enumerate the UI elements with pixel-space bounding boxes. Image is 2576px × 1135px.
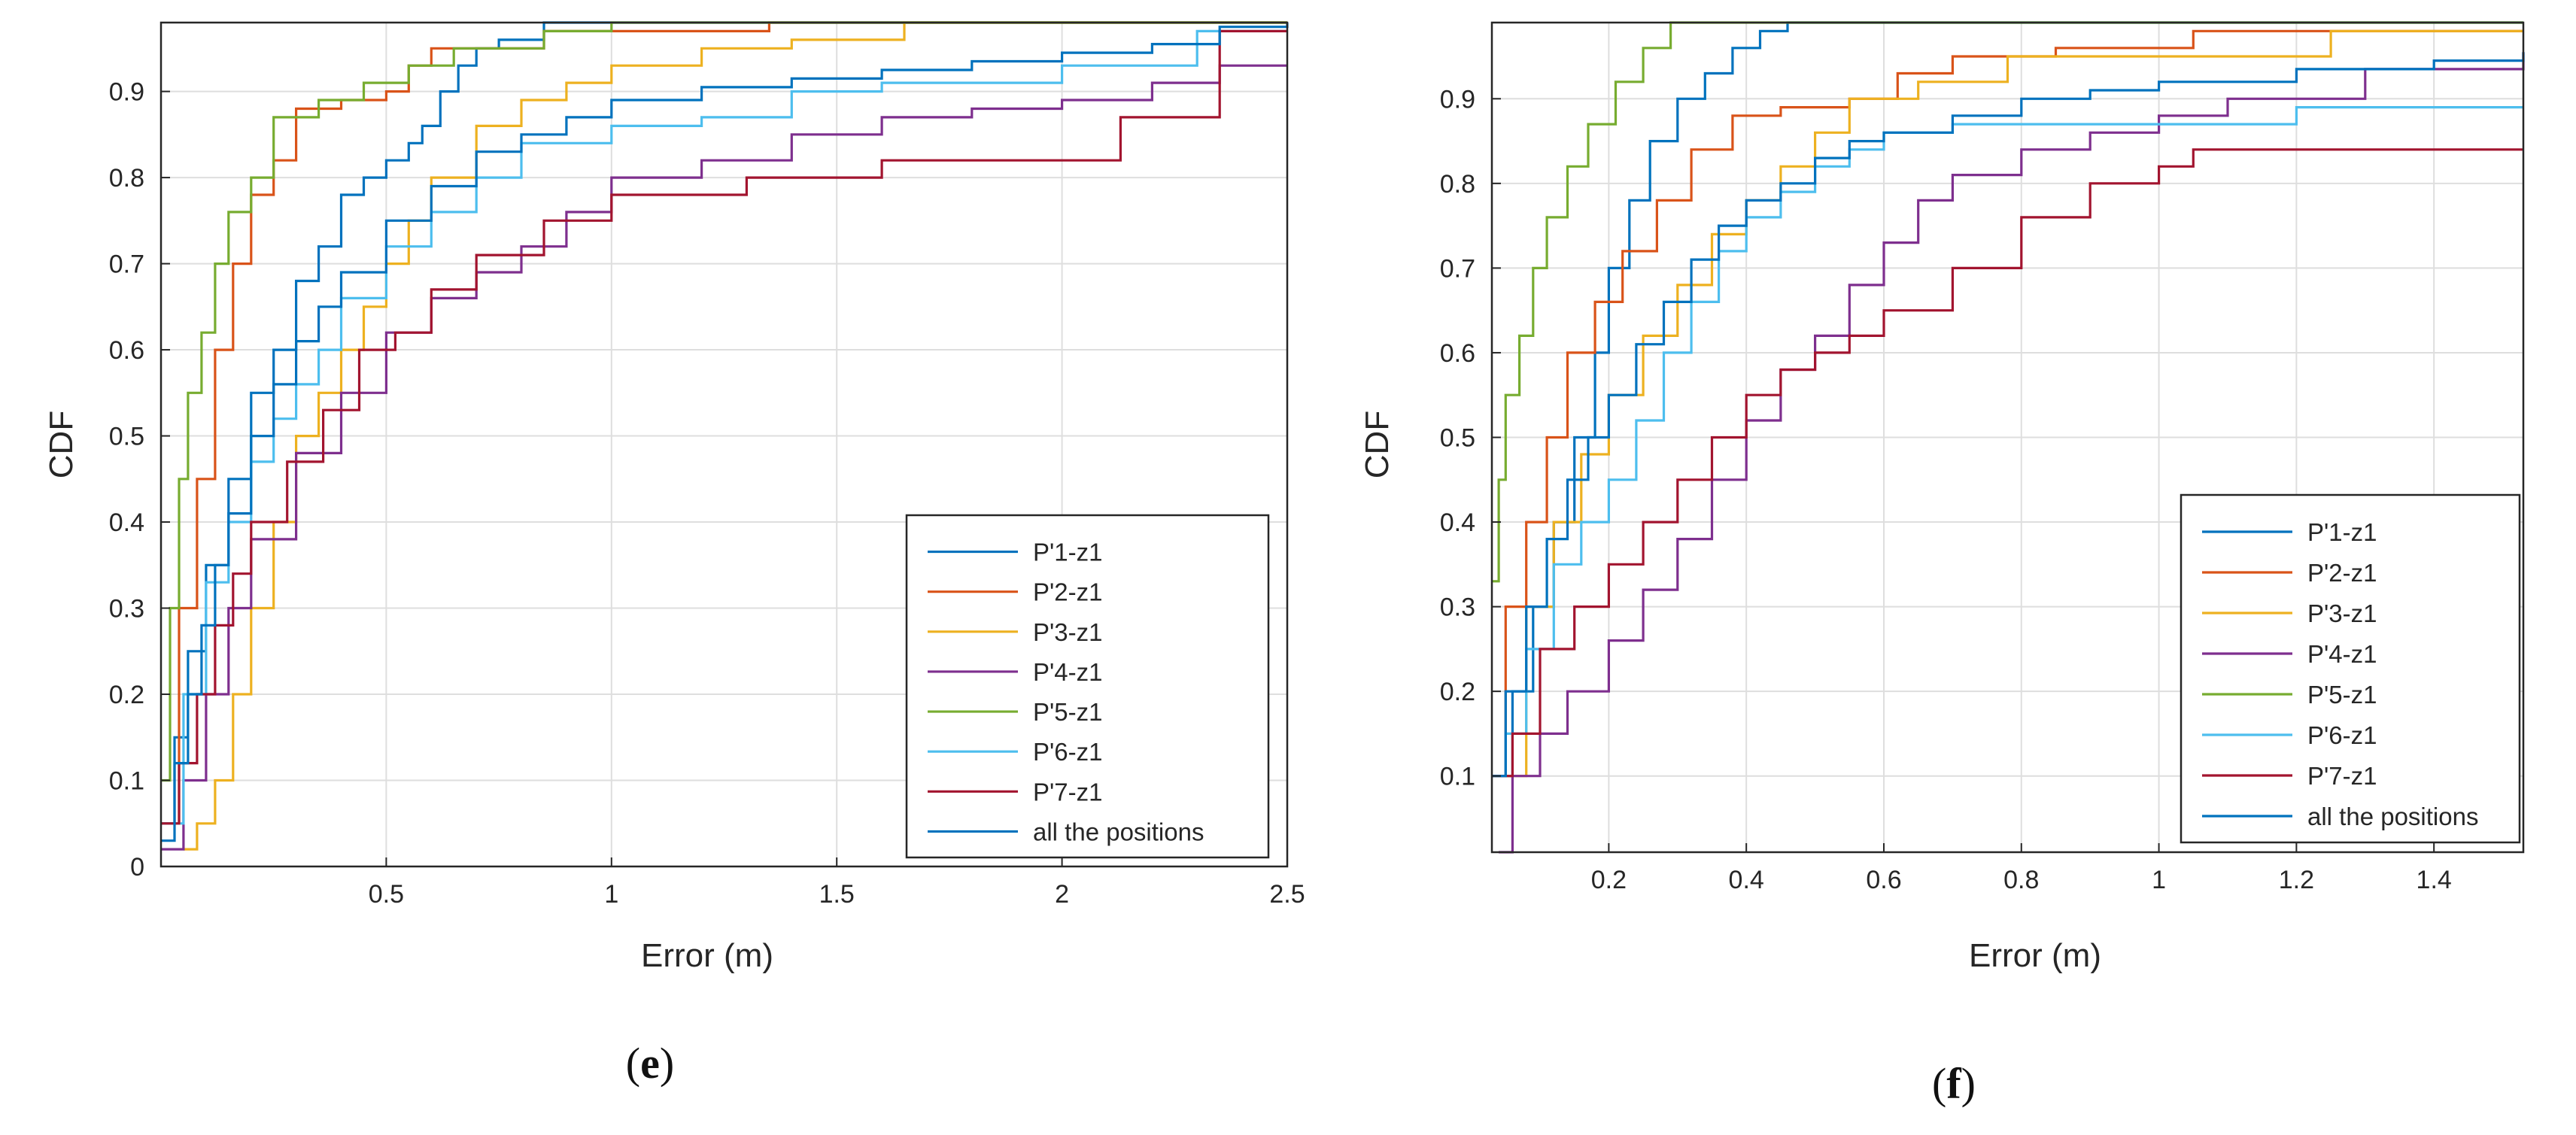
x-tick-label: 1 [2152, 866, 2166, 894]
x-tick-label: 0.8 [2003, 866, 2039, 894]
legend-label-8: all the positions [1033, 818, 1204, 845]
x-tick-label: 1.2 [2279, 866, 2314, 894]
panel-e-caption-letter: e [640, 1039, 660, 1088]
series-line-4 [1499, 52, 2525, 854]
legend-label-5: P'5-z1 [2307, 681, 2377, 709]
y-tick-label: 0.2 [1440, 678, 1475, 706]
legend: P'1-z1 P'2-z1 P'3-z1 P'4-z1 P'5-z1 P'6-z1 P'7-… [905, 514, 1270, 859]
panel-e-caption-close: ) [660, 1039, 674, 1088]
y-tick-label: 0.2 [109, 681, 144, 709]
y-tick-label: 0.4 [109, 508, 144, 537]
legend-label-7: P'7-z1 [2307, 762, 2377, 790]
x-axis-label: Error (m) [641, 937, 773, 974]
legend-label-5: P'5-z1 [1033, 698, 1103, 726]
series-line-7 [1492, 148, 2523, 778]
y-tick-label: 0.5 [109, 423, 144, 451]
y-tick-label: 0.3 [1440, 593, 1475, 622]
series-line-8 [1492, 52, 2525, 778]
panel-e-caption: (e) [626, 1039, 674, 1088]
legend-label-1: P'1-z1 [2307, 518, 2377, 546]
y-tick-label: 0.5 [1440, 424, 1475, 453]
y-tick-label: 0.7 [109, 250, 144, 279]
y-axis-label: CDF [1359, 411, 1396, 478]
legend-label-3: P'3-z1 [1033, 618, 1103, 646]
legend-box [905, 514, 1270, 859]
panel-e-chart: 0.5 1 1.5 2 2.5 0 0.1 0.2 0.3 0.4 0.5 0.6 0.7 0.8 0.9 E… [43, 21, 1305, 974]
legend-label-4: P'4-z1 [1033, 658, 1103, 686]
x-axis-label: Error (m) [1969, 937, 2101, 974]
panel-f-caption-close: ) [1961, 1059, 1976, 1108]
axes-box [159, 21, 1289, 868]
series-line-8 [161, 23, 1289, 842]
legend-label-7: P'7-z1 [1033, 778, 1103, 806]
series-group [1492, 21, 2525, 854]
legend-box [2180, 493, 2521, 844]
ticks: 0.5 1 1.5 2 2.5 0 0.1 0.2 0.3 0.4 0.5 0.6 0.7 0.8 0.9 [109, 78, 1305, 909]
y-tick-label: 0.8 [1440, 170, 1475, 199]
y-tick-label: 0.7 [1440, 254, 1475, 283]
y-tick-label: 0.6 [109, 336, 144, 365]
series-line-2 [1492, 29, 2523, 778]
y-tick-label: 0.9 [1440, 85, 1475, 114]
legend-label-3: P'3-z1 [2307, 599, 2377, 627]
legend-label-2: P'2-z1 [2307, 559, 2377, 587]
panel-f-caption-letter: f [1946, 1059, 1961, 1108]
x-tick-label: 2 [1055, 880, 1069, 909]
legend-label-6: P'6-z1 [2307, 721, 2377, 749]
x-tick-label: 0.5 [369, 880, 404, 909]
panel-f-caption: (f) [1932, 1059, 1976, 1108]
series-line-1 [161, 21, 1287, 825]
x-tick-label: 1.5 [819, 880, 855, 909]
y-tick-label: 0.3 [109, 595, 144, 624]
series-line-6 [161, 29, 1287, 825]
series-group [161, 21, 1289, 851]
x-tick-label: 2.5 [1269, 880, 1305, 909]
y-tick-label: 0.1 [1440, 763, 1475, 791]
panel-f-chart: 0.2 0.4 0.6 0.8 1 1.2 1.4 0.1 0.2 0.3 0.4 0.5 0.6 0.7… [1359, 21, 2525, 974]
panel-f-caption-open: ( [1932, 1059, 1946, 1108]
legend-label-1: P'1-z1 [1033, 539, 1103, 566]
ticks: 0.2 0.4 0.6 0.8 1 1.2 1.4 0.1 0.2 0.3 0.4 0.5 0.6 0.7… [1440, 85, 2452, 894]
series-line-5 [161, 21, 1287, 782]
x-tick-label: 1 [604, 880, 618, 909]
legend-label-6: P'6-z1 [1033, 738, 1103, 766]
y-tick-label: 0 [130, 853, 144, 882]
y-tick-label: 0.1 [109, 767, 144, 796]
series-line-4 [161, 64, 1287, 851]
y-tick-label: 0.8 [109, 164, 144, 193]
legend-label-2: P'2-z1 [1033, 578, 1103, 606]
x-tick-label: 1.4 [2417, 866, 2452, 894]
x-tick-label: 0.4 [1729, 866, 1764, 894]
y-axis-label: CDF [43, 411, 80, 478]
legend: P'1-z1 P'2-z1 P'3-z1 P'4-z1 P'5-z1 P'6-z1 P'7-… [2180, 493, 2521, 844]
legend-label-4: P'4-z1 [2307, 640, 2377, 668]
series-line-7 [161, 29, 1287, 825]
y-tick-label: 0.6 [1440, 339, 1475, 368]
x-tick-label: 0.2 [1591, 866, 1627, 894]
y-tick-label: 0.4 [1440, 508, 1475, 537]
legend-label-8: all the positions [2307, 803, 2478, 830]
panel-e-caption-open: ( [626, 1039, 640, 1088]
y-tick-label: 0.9 [109, 78, 144, 107]
x-tick-label: 0.6 [1866, 866, 1901, 894]
series-line-5 [1492, 21, 2523, 583]
